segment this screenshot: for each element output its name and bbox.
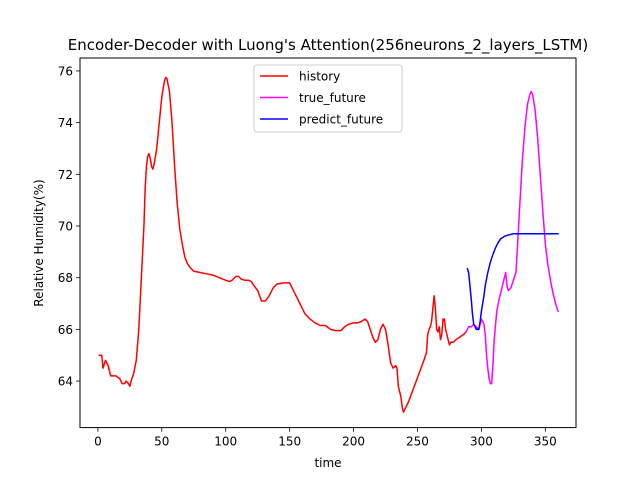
legend-label-predict-future: predict_future [299, 113, 383, 127]
y-tick-label: 66 [58, 323, 73, 337]
series-line-true-future [465, 90, 559, 385]
y-tick-label: 64 [58, 375, 73, 389]
series-layer [98, 76, 559, 413]
x-tick-label: 200 [342, 435, 365, 449]
y-tick-label: 70 [58, 220, 73, 234]
y-tick-label: 74 [58, 116, 73, 130]
x-axis: 0 50 100 150 200 250 300 350 [94, 427, 557, 449]
chart-title: Encoder-Decoder with Luong's Attention(2… [68, 36, 588, 55]
y-axis-label: Relative Humidity(%) [32, 179, 46, 306]
x-axis-label: time [314, 456, 341, 470]
legend-box [253, 64, 403, 133]
y-tick-label: 76 [58, 64, 73, 78]
series-line-predict-future [466, 233, 559, 331]
x-tick-label: 350 [534, 435, 557, 449]
legend-label-true-future: true_future [299, 91, 366, 105]
axes-frame [79, 57, 577, 429]
x-tick-label: 100 [214, 435, 237, 449]
legend-label-history: history [299, 70, 340, 84]
x-tick-label: 250 [406, 435, 429, 449]
x-tick-label: 0 [94, 435, 102, 449]
y-tick-label: 72 [58, 168, 73, 182]
x-tick-label: 50 [154, 435, 169, 449]
legend: history true_future predict_future [253, 64, 403, 133]
x-tick-label: 300 [470, 435, 493, 449]
y-axis: 64 66 68 70 72 74 76 [58, 64, 80, 389]
series-line-history [98, 76, 467, 413]
y-tick-label: 68 [58, 271, 73, 285]
x-tick-label: 150 [278, 435, 301, 449]
